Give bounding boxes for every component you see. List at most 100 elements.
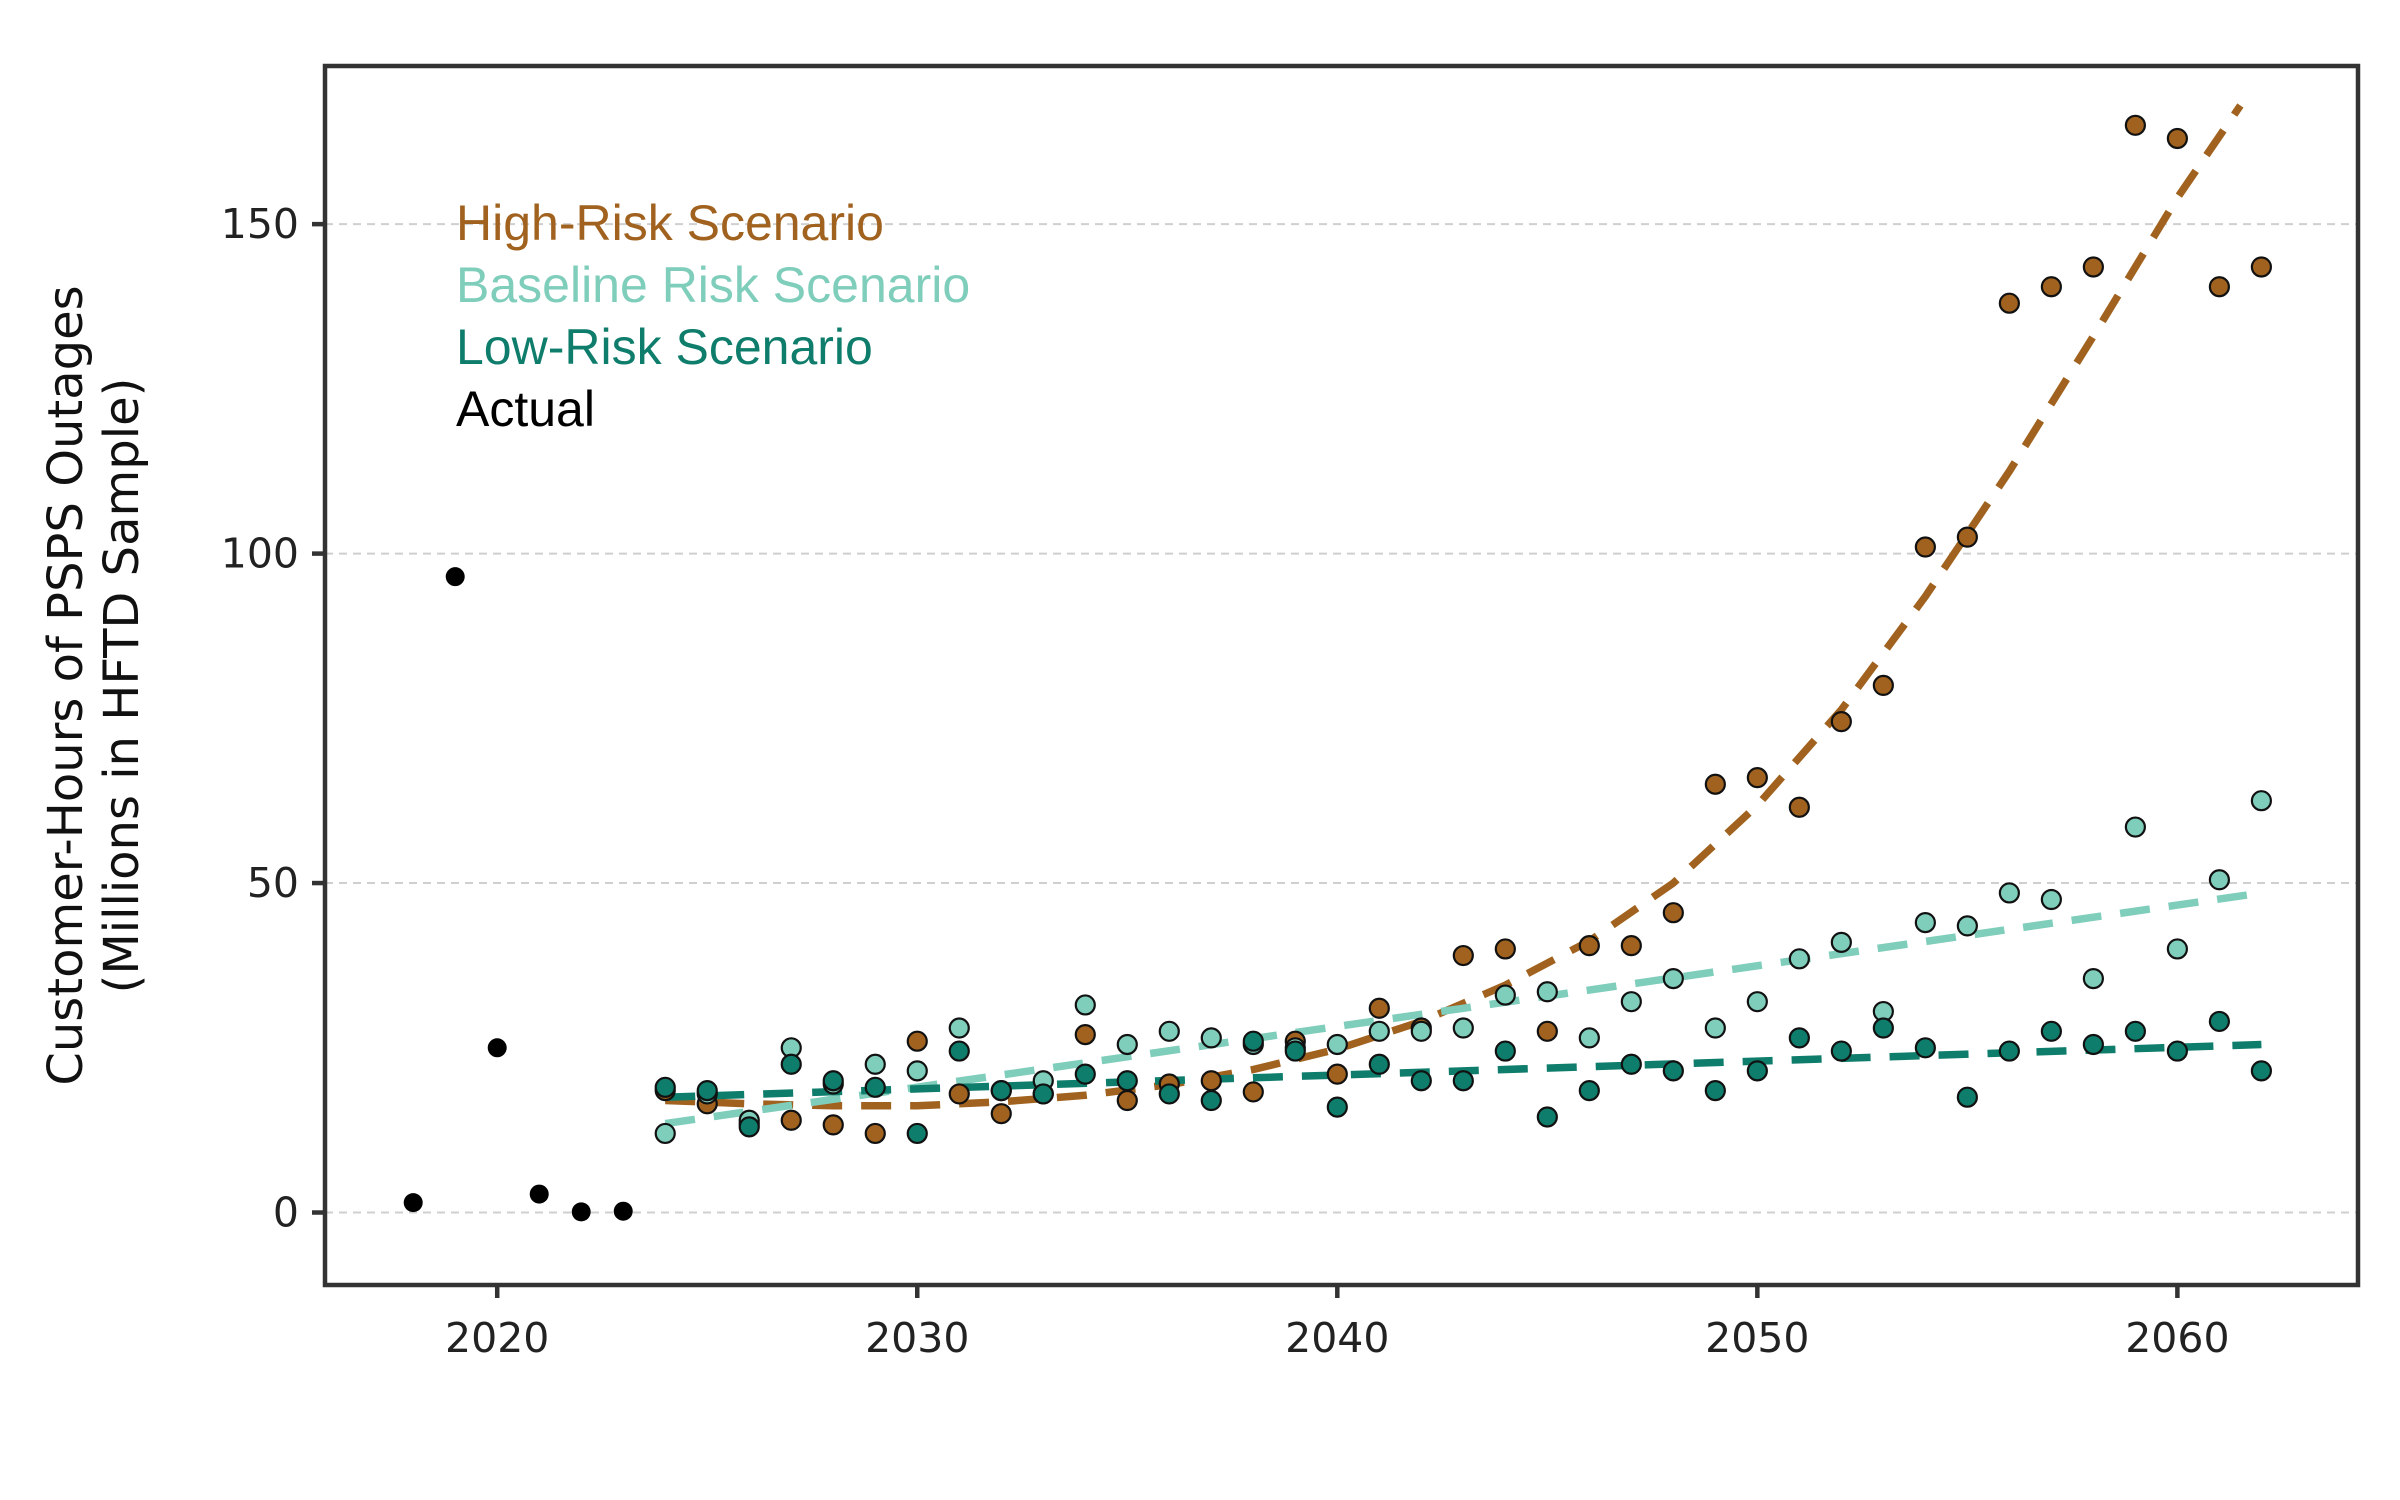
point-baseline-risk-scenario-2048: [1662, 968, 1684, 990]
y-tick-label-100: 100: [221, 530, 299, 578]
grid-lines: [325, 223, 2358, 1214]
legend-item-baseline-risk-scenario: Baseline Risk Scenario: [456, 257, 970, 313]
point-high-risk-scenario-2037: [1200, 1070, 1222, 1092]
trend-line-high-risk-scenario: [665, 103, 2244, 1110]
point-high-risk-scenario-2035: [1116, 1089, 1138, 1112]
point-baseline-risk-scenario-2046: [1578, 1027, 1600, 1049]
point-baseline-risk-scenario-2031: [948, 1017, 970, 1039]
point-high-risk-scenario-2059: [2124, 114, 2146, 136]
point-baseline-risk-scenario-2035: [1116, 1033, 1138, 1056]
y-tick-label-150: 150: [221, 200, 299, 248]
point-baseline-risk-scenario-2040: [1326, 1033, 1348, 1056]
point-high-risk-scenario-2031: [948, 1083, 970, 1105]
point-low-risk-scenario-2031: [948, 1040, 970, 1062]
point-baseline-risk-scenario-2034: [1074, 994, 1096, 1016]
point-low-risk-scenario-2034: [1074, 1063, 1096, 1085]
point-low-risk-scenario-2042: [1410, 1070, 1432, 1092]
point-baseline-risk-scenario-2024: [654, 1122, 676, 1145]
data-points: [403, 114, 2272, 1222]
point-high-risk-scenario-2052: [1830, 711, 1852, 733]
point-low-risk-scenario-2052: [1830, 1040, 1852, 1062]
point-high-risk-scenario-2056: [1998, 292, 2020, 314]
point-high-risk-scenario-2028: [822, 1114, 844, 1136]
point-baseline-risk-scenario-2059: [2124, 816, 2146, 838]
point-low-risk-scenario-2056: [1998, 1040, 2020, 1062]
x-tick-label-2030: 2030: [865, 1314, 969, 1362]
point-baseline-risk-scenario-2061: [2208, 869, 2230, 891]
point-low-risk-scenario-2028: [822, 1070, 844, 1092]
legend-item-low-risk-scenario: Low-Risk Scenario: [456, 319, 873, 375]
point-low-risk-scenario-2060: [2166, 1040, 2188, 1062]
point-low-risk-scenario-2030: [906, 1122, 928, 1145]
point-high-risk-scenario-2030: [906, 1030, 928, 1052]
legend: High-Risk Scenario Baseline Risk Scenario…: [456, 195, 970, 437]
point-actual-2019: [445, 567, 465, 587]
point-baseline-risk-scenario-2055: [1956, 915, 1978, 937]
point-low-risk-scenario-2062: [2250, 1060, 2272, 1082]
point-baseline-risk-scenario-2058: [2082, 968, 2104, 990]
point-high-risk-scenario-2029: [864, 1122, 886, 1145]
y-tick-label-50: 50: [247, 859, 299, 907]
point-baseline-risk-scenario-2050: [1746, 991, 1768, 1013]
point-low-risk-scenario-2026: [738, 1116, 760, 1138]
point-low-risk-scenario-2051: [1788, 1027, 1810, 1049]
point-baseline-risk-scenario-2054: [1914, 911, 1936, 934]
point-low-risk-scenario-2027: [780, 1053, 802, 1075]
point-low-risk-scenario-2037: [1200, 1089, 1222, 1112]
point-high-risk-scenario-2032: [990, 1103, 1012, 1125]
plot-frame: [322, 63, 2361, 1288]
point-baseline-risk-scenario-2036: [1158, 1020, 1180, 1042]
point-high-risk-scenario-2043: [1452, 944, 1474, 967]
point-high-risk-scenario-2045: [1536, 1020, 1558, 1042]
point-high-risk-scenario-2050: [1746, 767, 1768, 789]
point-high-risk-scenario-2057: [2040, 276, 2062, 298]
point-baseline-risk-scenario-2044: [1494, 984, 1516, 1006]
point-high-risk-scenario-2055: [1956, 526, 1978, 548]
y-axis-title-line-2: (Millions in HFTD Sample): [94, 378, 150, 994]
point-baseline-risk-scenario-2042: [1410, 1020, 1432, 1042]
point-high-risk-scenario-2038: [1242, 1081, 1264, 1103]
point-baseline-risk-scenario-2057: [2040, 888, 2062, 911]
point-baseline-risk-scenario-2045: [1536, 981, 1558, 1003]
point-high-risk-scenario-2041: [1368, 997, 1390, 1019]
point-low-risk-scenario-2058: [2082, 1033, 2104, 1056]
point-baseline-risk-scenario-2047: [1620, 991, 1642, 1013]
point-low-risk-scenario-2046: [1578, 1080, 1600, 1102]
x-tick-label-2020: 2020: [445, 1314, 549, 1362]
point-high-risk-scenario-2060: [2166, 127, 2188, 150]
point-low-risk-scenario-2041: [1368, 1053, 1390, 1075]
point-low-risk-scenario-2055: [1956, 1086, 1978, 1108]
point-low-risk-scenario-2035: [1116, 1070, 1138, 1092]
point-low-risk-scenario-2053: [1872, 1017, 1894, 1039]
x-tick-label-2060: 2060: [2125, 1314, 2229, 1362]
point-low-risk-scenario-2061: [2208, 1010, 2230, 1033]
point-high-risk-scenario-2061: [2208, 276, 2230, 298]
point-high-risk-scenario-2046: [1578, 935, 1600, 957]
y-tick-label-0: 0: [273, 1189, 299, 1237]
point-high-risk-scenario-2040: [1326, 1063, 1348, 1085]
point-low-risk-scenario-2054: [1914, 1037, 1936, 1059]
point-baseline-risk-scenario-2043: [1452, 1017, 1474, 1039]
point-low-risk-scenario-2049: [1704, 1080, 1726, 1102]
point-baseline-risk-scenario-2030: [906, 1060, 928, 1082]
point-baseline-risk-scenario-2041: [1368, 1020, 1390, 1042]
point-low-risk-scenario-2050: [1746, 1060, 1768, 1082]
x-tick-label-2040: 2040: [1285, 1314, 1389, 1362]
point-high-risk-scenario-2049: [1704, 773, 1726, 795]
point-baseline-risk-scenario-2060: [2166, 938, 2188, 960]
point-low-risk-scenario-2033: [1032, 1083, 1054, 1105]
point-low-risk-scenario-2036: [1158, 1083, 1180, 1105]
y-axis-title-line-1: Customer-Hours of PSPS Outages: [38, 285, 94, 1085]
point-low-risk-scenario-2040: [1326, 1096, 1348, 1118]
point-high-risk-scenario-2058: [2082, 256, 2104, 278]
x-tick-label-2050: 2050: [1705, 1314, 1809, 1362]
point-low-risk-scenario-2043: [1452, 1070, 1474, 1092]
point-high-risk-scenario-2062: [2250, 256, 2272, 278]
point-baseline-risk-scenario-2062: [2250, 790, 2272, 812]
point-low-risk-scenario-2047: [1620, 1053, 1642, 1075]
legend-item-high-risk-scenario: High-Risk Scenario: [456, 195, 884, 251]
point-high-risk-scenario-2048: [1662, 902, 1684, 924]
point-high-risk-scenario-2034: [1074, 1024, 1096, 1046]
point-low-risk-scenario-2038: [1242, 1030, 1264, 1052]
